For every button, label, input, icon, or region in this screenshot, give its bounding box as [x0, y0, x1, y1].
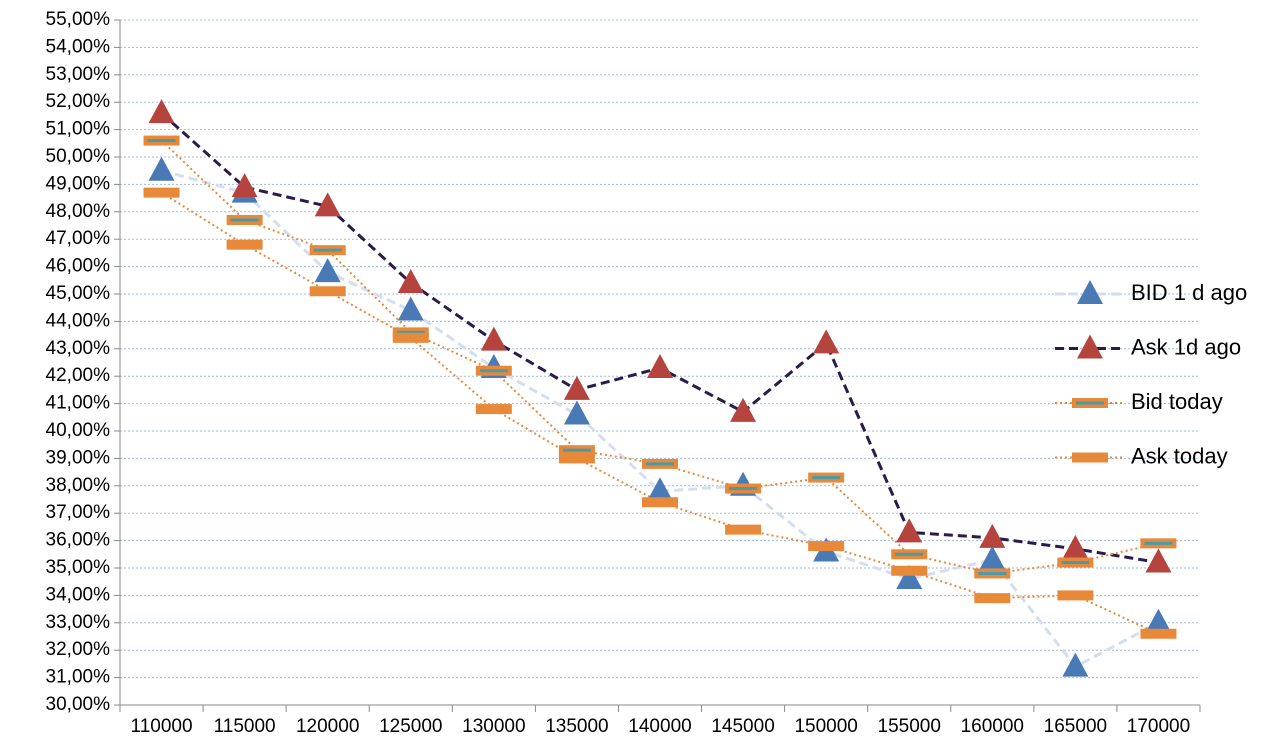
- data-point: [392, 332, 429, 343]
- y-tick-label: 47,00%: [46, 228, 111, 249]
- data-point: [1062, 652, 1089, 677]
- y-tick-label: 31,00%: [46, 667, 111, 688]
- data-point: [896, 564, 923, 589]
- y-tick-label: 40,00%: [46, 420, 111, 441]
- legend-marker: [1077, 334, 1103, 359]
- data-point-center: [895, 552, 924, 556]
- x-tick-label: 140000: [628, 716, 691, 737]
- y-tick-label: 35,00%: [46, 557, 111, 578]
- y-tick-label: 50,00%: [46, 146, 111, 167]
- data-point-center: [396, 330, 425, 334]
- data-point-center: [1144, 541, 1173, 545]
- data-point: [1140, 628, 1177, 639]
- y-tick-label: 49,00%: [46, 173, 111, 194]
- data-point-center: [230, 218, 259, 222]
- data-point: [1057, 590, 1094, 601]
- y-tick-label: 39,00%: [46, 447, 111, 468]
- data-point: [397, 296, 424, 321]
- data-point: [1145, 608, 1172, 633]
- data-point: [979, 545, 1006, 570]
- y-tick-label: 52,00%: [46, 91, 111, 112]
- data-point: [148, 99, 175, 124]
- data-point: [730, 397, 757, 422]
- data-point: [563, 375, 590, 400]
- data-point-center: [729, 487, 758, 491]
- y-tick-label: 53,00%: [46, 64, 111, 85]
- y-tick-label: 37,00%: [46, 502, 111, 523]
- x-tick-label: 130000: [462, 716, 525, 737]
- data-point-center: [562, 448, 591, 452]
- y-tick-label: 54,00%: [46, 36, 111, 57]
- data-point: [891, 565, 928, 576]
- y-tick-label: 33,00%: [46, 612, 111, 633]
- legend-marker: [1072, 452, 1108, 463]
- data-point: [974, 593, 1011, 604]
- legend-label: Ask today: [1131, 443, 1228, 468]
- x-tick-label: 115000: [214, 716, 276, 737]
- x-tick-label: 110000: [131, 716, 193, 737]
- data-point-center: [479, 369, 508, 373]
- data-point: [314, 192, 341, 217]
- legend-marker: [1077, 280, 1103, 304]
- data-point-center: [978, 571, 1007, 575]
- data-point: [314, 258, 341, 283]
- data-point: [143, 187, 180, 198]
- legend-label: Bid today: [1131, 389, 1223, 414]
- y-tick-label: 34,00%: [46, 584, 111, 605]
- data-point: [896, 518, 923, 543]
- data-point: [397, 269, 424, 294]
- x-tick-label: 145000: [711, 716, 774, 737]
- legend-label: BID 1 d ago: [1131, 280, 1247, 305]
- legend-marker-center: [1076, 401, 1104, 405]
- x-tick-label: 125000: [379, 716, 442, 737]
- data-point: [1145, 548, 1172, 573]
- data-point-center: [646, 462, 674, 466]
- x-tick-label: 160000: [961, 716, 1024, 737]
- x-tick-label: 170000: [1127, 716, 1190, 737]
- data-point-center: [313, 248, 342, 252]
- data-point: [813, 329, 840, 354]
- y-tick-label: 51,00%: [46, 119, 111, 140]
- data-point: [563, 400, 590, 425]
- y-tick-label: 41,00%: [46, 393, 111, 414]
- legend-label: Ask 1d ago: [1131, 334, 1241, 359]
- y-tick-label: 44,00%: [46, 310, 111, 331]
- data-point: [148, 156, 175, 181]
- data-point-center: [147, 139, 176, 143]
- y-tick-label: 42,00%: [46, 365, 111, 386]
- y-tick-label: 38,00%: [46, 475, 111, 496]
- y-tick-label: 30,00%: [46, 694, 111, 715]
- y-tick-label: 55,00%: [46, 9, 111, 30]
- data-point: [480, 326, 507, 351]
- data-point: [231, 173, 258, 198]
- x-tick-label: 165000: [1044, 716, 1107, 737]
- data-point: [475, 404, 512, 415]
- data-point: [642, 497, 678, 508]
- y-tick-label: 48,00%: [46, 201, 111, 222]
- data-point-center: [1061, 561, 1090, 565]
- data-point: [647, 477, 673, 502]
- x-tick-label: 155000: [878, 716, 941, 737]
- y-tick-label: 46,00%: [46, 256, 111, 277]
- y-tick-label: 32,00%: [46, 639, 111, 660]
- y-tick-label: 43,00%: [46, 338, 111, 359]
- y-tick-label: 45,00%: [46, 283, 111, 304]
- data-point: [808, 541, 845, 552]
- data-point: [309, 286, 346, 297]
- data-point: [979, 523, 1006, 548]
- data-point: [558, 453, 595, 464]
- x-tick-label: 135000: [545, 716, 608, 737]
- x-tick-label: 150000: [794, 716, 857, 737]
- data-point: [226, 239, 263, 250]
- data-point: [1062, 534, 1089, 559]
- y-tick-label: 36,00%: [46, 530, 111, 551]
- data-point-center: [812, 476, 841, 480]
- x-tick-label: 120000: [296, 716, 359, 737]
- data-point: [647, 353, 673, 378]
- data-point: [725, 524, 762, 535]
